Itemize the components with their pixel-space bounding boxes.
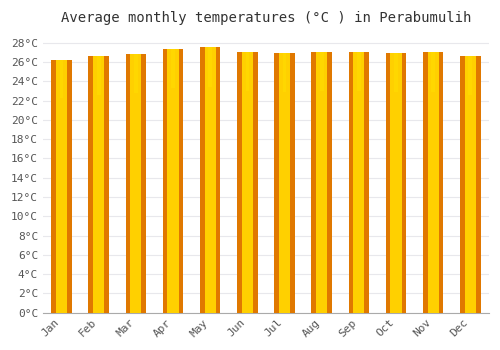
Bar: [357, 51, 360, 91]
Bar: [168, 49, 178, 313]
Bar: [126, 54, 146, 313]
Bar: [423, 52, 444, 313]
Bar: [460, 56, 480, 313]
Bar: [279, 54, 290, 313]
Bar: [208, 47, 212, 86]
Bar: [282, 54, 286, 92]
Bar: [200, 47, 220, 313]
Bar: [134, 54, 138, 93]
Bar: [246, 51, 249, 91]
Bar: [204, 47, 216, 313]
Bar: [320, 51, 324, 91]
Bar: [353, 51, 364, 313]
Bar: [171, 49, 175, 88]
Bar: [130, 54, 141, 313]
Bar: [428, 52, 439, 313]
Bar: [464, 56, 476, 313]
Bar: [97, 56, 100, 95]
Bar: [60, 60, 64, 98]
Bar: [93, 56, 104, 313]
Bar: [312, 51, 332, 313]
Bar: [432, 52, 435, 91]
Bar: [237, 51, 258, 313]
Bar: [242, 51, 253, 313]
Bar: [163, 49, 184, 313]
Bar: [468, 56, 472, 95]
Bar: [56, 60, 67, 313]
Bar: [274, 54, 294, 313]
Bar: [52, 60, 72, 313]
Bar: [88, 56, 109, 313]
Bar: [348, 51, 369, 313]
Bar: [316, 51, 328, 313]
Title: Average monthly temperatures (°C ) in Perabumulih: Average monthly temperatures (°C ) in Pe…: [60, 11, 471, 25]
Bar: [390, 54, 402, 313]
Bar: [394, 54, 398, 92]
Bar: [386, 54, 406, 313]
